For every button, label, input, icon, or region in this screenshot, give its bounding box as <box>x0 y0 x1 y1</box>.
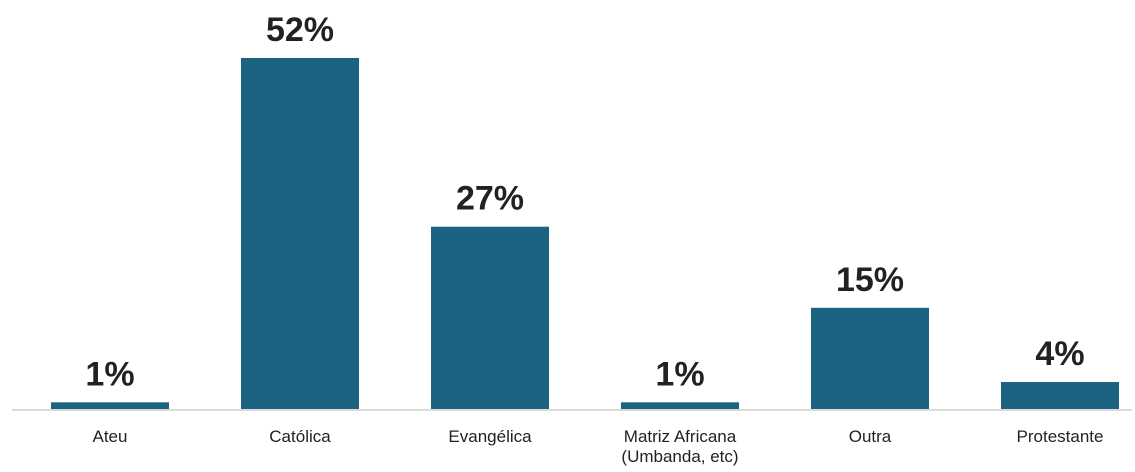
category-label-1: Ateu <box>93 427 128 446</box>
bar-2 <box>241 58 359 409</box>
data-label-1: 1% <box>85 355 134 393</box>
category-label-5: Outra <box>849 427 892 446</box>
bar-5 <box>811 307 929 409</box>
data-label-6: 4% <box>1035 335 1084 373</box>
data-label-3: 27% <box>456 180 524 218</box>
value-labels: 1% 52% 27% 1% 15% 4% <box>85 11 1084 393</box>
category-labels: Ateu Católica Evangélica Matriz Africana (Um… <box>93 427 1104 466</box>
category-label-2: Católica <box>269 427 331 446</box>
data-label-4: 1% <box>655 355 704 393</box>
category-label-3: Evangélica <box>448 427 532 446</box>
bar-4 <box>621 402 739 410</box>
bar-3 <box>431 226 549 409</box>
category-label-4: Matriz Africana (Umbanda, etc) <box>621 427 738 466</box>
data-label-2: 52% <box>266 11 334 49</box>
bars <box>51 58 1119 410</box>
bar-1 <box>51 402 169 410</box>
bar-6 <box>1001 382 1119 409</box>
data-label-5: 15% <box>836 261 904 299</box>
category-label-6: Protestante <box>1017 427 1104 446</box>
